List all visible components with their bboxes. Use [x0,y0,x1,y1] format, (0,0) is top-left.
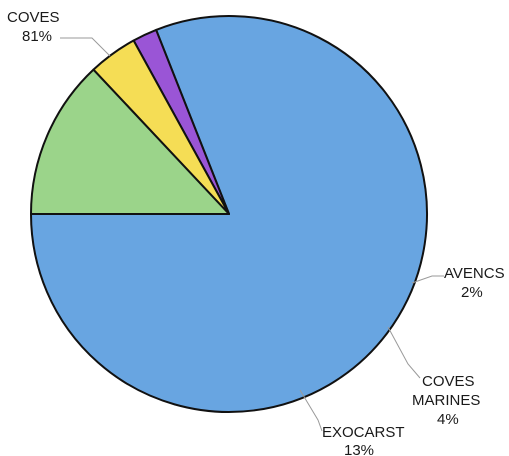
slice-label-coves-pct: 81% [22,28,52,45]
leader-lines [60,37,444,432]
slice-label-coves: COVES 81% [7,9,60,45]
slice-label-exocarst-pct: 13% [344,442,374,456]
slice-label-coves-marines-pct: 4% [437,411,459,428]
slice-label-exocarst: EXOCARST 13% [322,424,405,456]
leader-line-exocarst [299,389,323,432]
pie-slices [30,15,428,413]
pie-slice-exocarst [30,68,230,215]
slice-label-avencs: AVENCS 2% [444,265,505,301]
slice-label-coves-name: COVES [7,9,60,26]
slice-label-coves-marines-line1: COVES [422,373,475,390]
slice-label-avencs-pct: 2% [461,284,483,301]
slice-label-coves-marines-line2: MARINES [412,392,480,409]
leader-line-coves-marines [387,326,421,379]
slice-label-avencs-name: AVENCS [444,265,505,282]
slice-label-exocarst-name: EXOCARST [322,424,405,441]
leader-line-coves [60,37,111,57]
leader-line-avencs [411,275,444,284]
slice-label-coves-marines: COVES MARINES 4% [412,373,480,428]
